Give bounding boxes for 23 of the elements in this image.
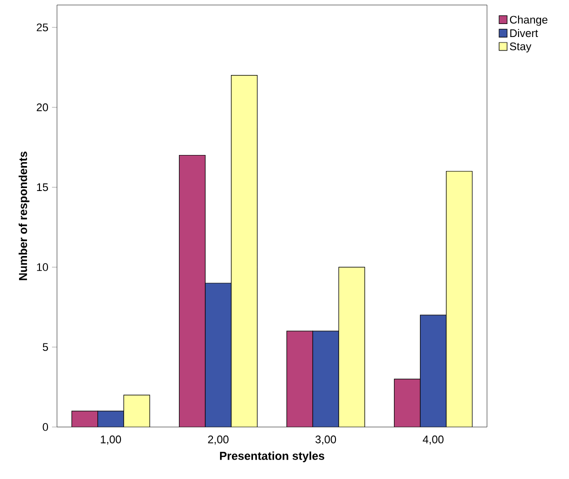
legend-label: Change — [510, 16, 548, 26]
bar — [97, 410, 124, 427]
y-tick-label: 5 — [42, 343, 48, 351]
x-tick-label: 1,00 — [100, 436, 122, 445]
y-tick-label: 25 — [36, 23, 48, 32]
y-tick-label: 15 — [37, 183, 48, 192]
x-axis-title: Presentation styles — [220, 451, 324, 462]
y-tick-label: 20 — [36, 103, 48, 112]
y-axis-title: Number of respondents — [18, 152, 30, 280]
y-tick-label: 10 — [37, 263, 48, 272]
bar — [204, 282, 232, 427]
x-tick-label: 3,00 — [315, 436, 336, 445]
x-tick-label: 4,00 — [422, 436, 444, 445]
y-tick-label: 0 — [42, 423, 48, 431]
bar — [338, 266, 366, 427]
legend-label: Divert — [510, 29, 538, 38]
x-tick-label: 2,00 — [208, 436, 229, 445]
bar — [420, 314, 447, 427]
bar — [230, 75, 258, 427]
bar — [123, 394, 150, 427]
bar — [312, 330, 340, 427]
bar — [446, 170, 473, 427]
legend-label: Stay — [510, 42, 532, 52]
